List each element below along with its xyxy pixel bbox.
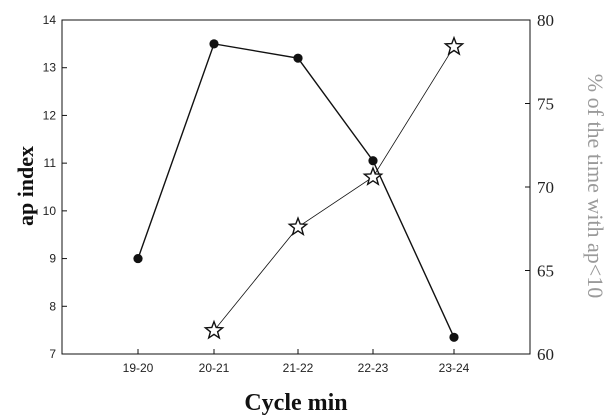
- series-2-point: [362, 165, 384, 186]
- y-right-tick-label: 70: [537, 178, 554, 197]
- y-tick-label: 11: [44, 156, 57, 170]
- plot-frame: [61, 19, 531, 355]
- y-right-tick-label: 65: [537, 262, 554, 281]
- y-right-tick-label: 80: [537, 11, 554, 30]
- series-2-line: [213, 46, 455, 331]
- series-1-point: [368, 156, 378, 166]
- series-1-point: [209, 39, 219, 49]
- series-1-point: [449, 332, 459, 342]
- series-1-line: [137, 43, 455, 338]
- series-2-point: [287, 216, 309, 237]
- right-axis-ticks: 60 65 70 75 80: [525, 11, 554, 364]
- series-1-point: [133, 253, 143, 264]
- y-tick-label: 7: [49, 347, 56, 361]
- series-2-point: [203, 319, 225, 340]
- y-tick-label: 9: [49, 252, 56, 266]
- x-axis-ticks: 19-20 20-21 21-22 22-23 23-24: [123, 349, 470, 375]
- x-tick-label: 20-21: [199, 361, 230, 375]
- y-tick-label: 8: [49, 299, 56, 313]
- x-tick-label: 23-24: [439, 361, 470, 375]
- y-tick-label: 13: [43, 61, 57, 75]
- y-right-tick-label: 60: [537, 345, 554, 364]
- x-tick-label: 21-22: [283, 361, 314, 375]
- y-tick-label: 14: [43, 13, 57, 27]
- y-tick-label: 10: [43, 204, 57, 218]
- x-tick-label: 22-23: [358, 361, 389, 375]
- x-axis-label: Cycle min: [244, 390, 347, 416]
- x-tick-label: 19-20: [123, 361, 154, 375]
- series-1-point: [293, 53, 303, 63]
- y-tick-label: 12: [43, 108, 57, 122]
- y-right-tick-label: 75: [537, 95, 554, 114]
- y-axis-label: ap index: [13, 146, 38, 226]
- series-layer: [133, 35, 465, 342]
- series-2-point: [443, 35, 465, 56]
- y-axis-right-label: % of the time with ap<10: [583, 74, 608, 298]
- left-axis-ticks: 7 8 9 10 11 12 13 14: [43, 13, 67, 361]
